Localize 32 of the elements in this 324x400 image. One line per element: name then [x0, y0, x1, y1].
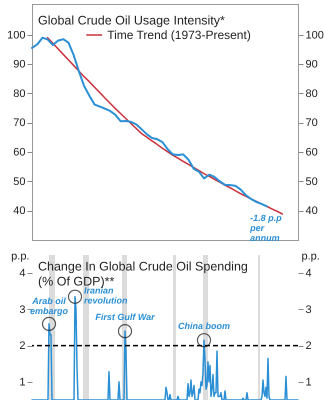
y-tick-label: 50 — [13, 176, 26, 188]
annotation: Arab oil embargo — [30, 296, 69, 316]
y-tick-label: 80 — [13, 88, 26, 100]
y2-axis-title: p.p. — [302, 250, 320, 262]
y-tick-label: 100 — [7, 29, 26, 42]
y-tick-label: 90 — [13, 58, 26, 71]
annotation: First Gulf War — [95, 312, 156, 322]
annotation: -1.8 p.p per annum — [249, 213, 282, 244]
y-tick-label: 1 — [19, 376, 26, 388]
y-tick-label: 3 — [19, 304, 26, 316]
y-tick-label: 60 — [13, 146, 26, 159]
y-axis-title: p.p. — [11, 250, 30, 262]
y2-tick-label: 50 — [306, 176, 318, 188]
y-tick-label: 4 — [19, 268, 26, 280]
y2-tick-label: 40 — [306, 205, 318, 218]
text: Change In Global Crude Oil Spending (% Of GDP)** — [38, 260, 248, 288]
y-tick-label: 40 — [13, 205, 26, 218]
text: Global Crude Oil Usage Intensity* — [38, 14, 226, 28]
y2-tick-label: 60 — [306, 146, 318, 159]
y2-tick-label: 80 — [306, 88, 318, 100]
y2-tick-label: 100 — [306, 29, 324, 42]
y2-tick-label: 70 — [306, 117, 318, 130]
annotation: China boom — [178, 321, 230, 332]
y2-tick-label: 4 — [306, 268, 312, 280]
y2-tick-label: 2 — [306, 340, 312, 352]
y2-tick-label: 3 — [306, 304, 312, 316]
y2-tick-label: 1 — [306, 376, 312, 388]
annotation: Iranian revolution — [84, 286, 128, 306]
y-tick-label: 70 — [13, 117, 26, 130]
y-tick-label: 2 — [19, 340, 26, 352]
y2-tick-label: 90 — [306, 58, 318, 71]
legend-label: Time Trend (1973-Present) — [107, 28, 251, 42]
